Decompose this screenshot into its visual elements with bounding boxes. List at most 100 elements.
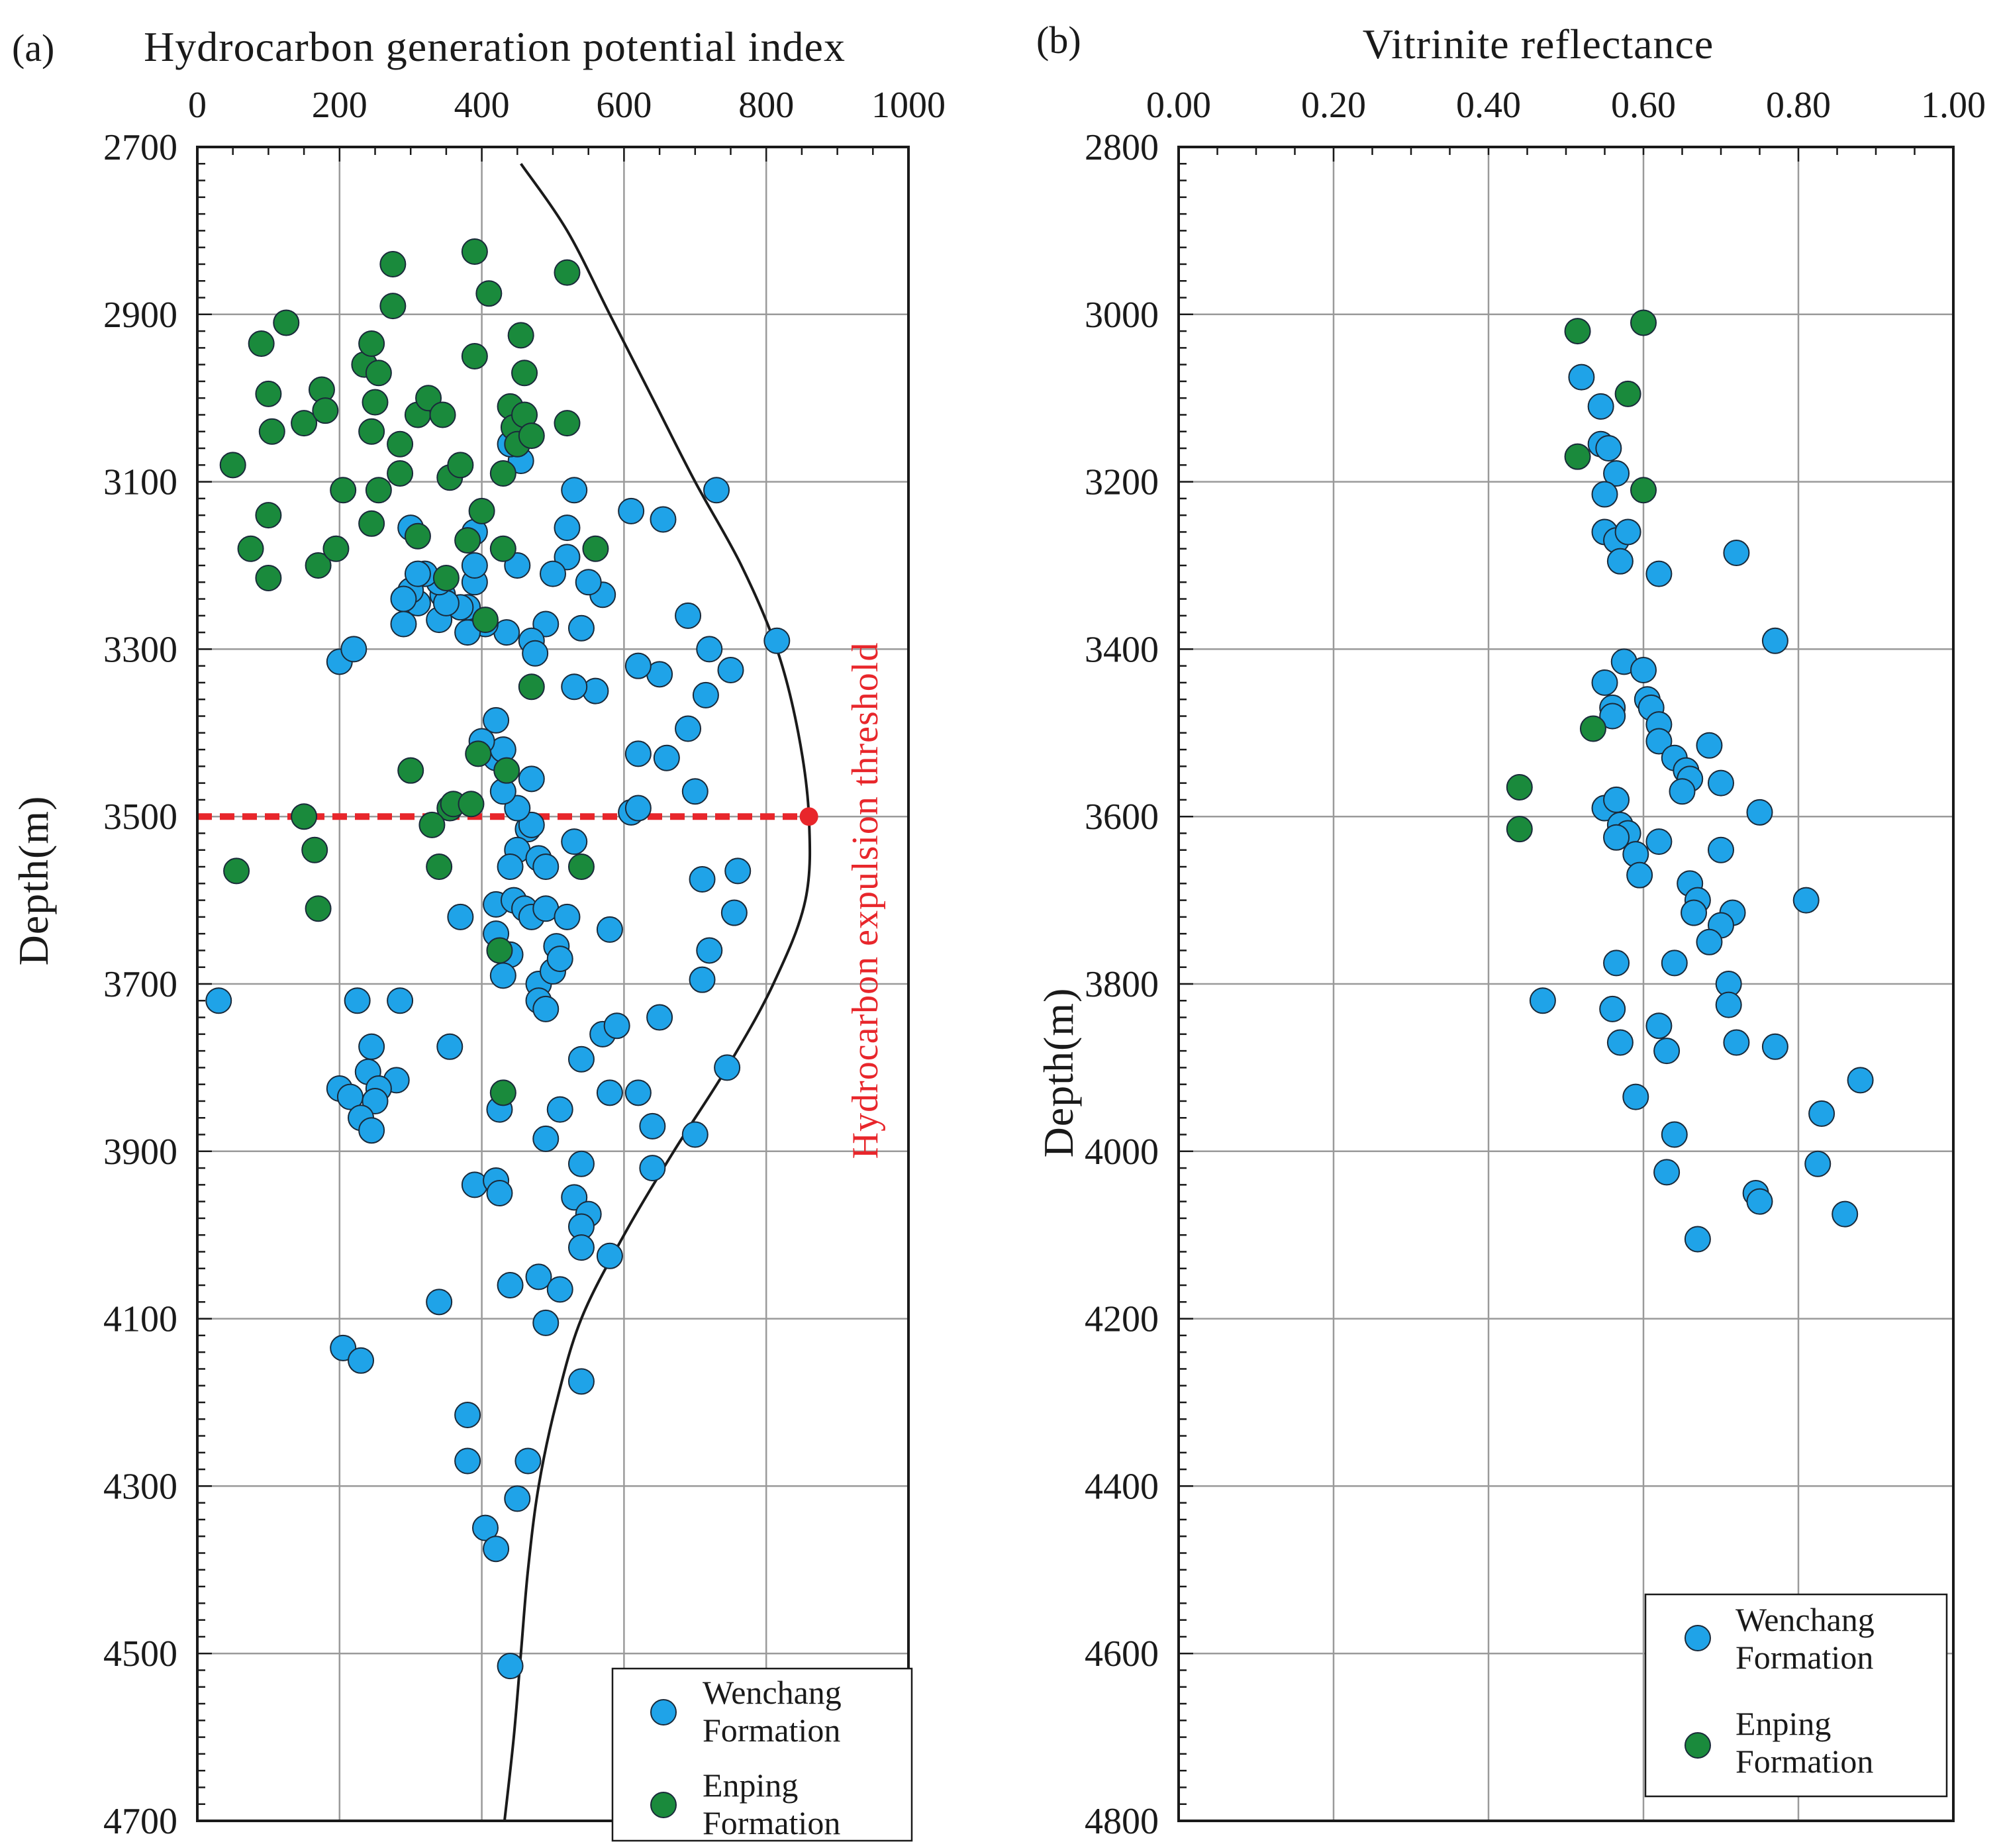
panel-a-y-tick-labels: 2700 2900 3100 3300 3500 3700 3900 4100 4300 4500…	[103, 127, 177, 1842]
wenchang-point	[1591, 481, 1618, 508]
panel-b-y-axis-title: Depth(m)	[1035, 988, 1082, 1158]
panel-b-label: (b)	[1036, 19, 1081, 62]
enping-point	[461, 343, 488, 369]
wenchang-point	[561, 828, 588, 855]
x-tick-label: 800	[738, 85, 794, 126]
enping-point	[322, 535, 350, 562]
wenchang-point	[554, 903, 581, 930]
enping-point	[1630, 477, 1657, 504]
wenchang-point	[1603, 949, 1630, 977]
wenchang-point	[532, 853, 560, 881]
threshold-end-marker	[799, 807, 818, 826]
wenchang-point	[1792, 887, 1820, 914]
wenchang-point	[1626, 861, 1653, 889]
enping-point	[358, 418, 385, 445]
wenchang-point	[340, 636, 367, 663]
y-tick-label: 3800	[1085, 964, 1159, 1005]
wenchang-point	[436, 1033, 464, 1060]
wenchang-point	[561, 477, 588, 504]
legend-marker-enping	[1685, 1732, 1711, 1759]
wenchang-point	[1761, 1033, 1788, 1060]
legend-label-enping-line2: Formation	[703, 1804, 840, 1841]
panel-a: (a) Hydrocarbon generation potential ind…	[10, 23, 946, 1842]
wenchang-point	[546, 1096, 573, 1123]
wenchang-point	[624, 795, 652, 822]
wenchang-point	[1715, 991, 1742, 1018]
y-tick-label: 3500	[103, 797, 177, 838]
enping-point	[554, 259, 581, 286]
y-tick-label: 4100	[103, 1299, 177, 1340]
enping-point	[1579, 715, 1606, 742]
enping-point	[489, 1079, 516, 1106]
enping-point	[291, 803, 318, 830]
wenchang-point	[1653, 1159, 1681, 1186]
wenchang-point	[696, 937, 723, 964]
legend-label-wenchang-line2: Formation	[703, 1712, 840, 1749]
panel-a-x-axis-title: Hydrocarbon generation potential index	[144, 23, 846, 70]
panel-a-plot-frame	[196, 146, 910, 1822]
y-tick-label: 3900	[103, 1132, 177, 1173]
enping-point	[418, 811, 446, 838]
wenchang-point	[624, 740, 652, 767]
wenchang-point	[1681, 899, 1708, 926]
enping-point	[489, 460, 516, 487]
wenchang-point	[1804, 1150, 1832, 1177]
y-tick-label: 2900	[103, 295, 177, 336]
wenchang-point	[205, 987, 232, 1014]
y-tick-label: 4400	[1085, 1466, 1159, 1507]
enping-point	[518, 422, 545, 450]
wenchang-point	[717, 657, 744, 683]
enping-point	[489, 535, 516, 562]
wenchang-point	[596, 1242, 623, 1269]
wenchang-point	[518, 765, 545, 793]
y-tick-label: 2800	[1085, 127, 1159, 168]
wenchang-point	[358, 1033, 385, 1060]
y-tick-label: 4200	[1085, 1299, 1159, 1340]
panel-b: (b) Vitrinite reflectance Depth(m) 0.00 0…	[1035, 19, 1986, 1842]
enping-point	[1506, 773, 1533, 801]
wenchang-point	[1746, 1188, 1773, 1215]
wenchang-point	[1529, 987, 1556, 1014]
wenchang-point	[1614, 518, 1641, 546]
wenchang-point	[348, 1347, 375, 1374]
panel-b-points	[1506, 309, 1874, 1253]
enping-point	[379, 293, 407, 320]
wenchang-point	[714, 1054, 741, 1081]
wenchang-point	[504, 1485, 531, 1512]
legend-label-enping-line1: Enping	[703, 1767, 798, 1804]
wenchang-point	[1684, 1226, 1711, 1253]
enping-point	[258, 418, 285, 445]
enping-point	[397, 757, 424, 784]
wenchang-point	[1696, 928, 1723, 955]
enping-point	[330, 477, 357, 504]
wenchang-point	[720, 899, 748, 926]
enping-point	[461, 238, 488, 265]
enping-point	[1614, 380, 1641, 407]
wenchang-point	[546, 1276, 573, 1303]
wenchang-point	[1661, 1121, 1688, 1148]
wenchang-point	[1808, 1100, 1835, 1127]
enping-point	[305, 895, 332, 922]
wenchang-point	[1661, 949, 1688, 977]
legend-label-wenchang-line2: Formation	[1735, 1639, 1873, 1676]
wenchang-point	[675, 602, 702, 629]
enping-point	[379, 250, 407, 277]
panel-b-legend: Wenchang Formation Enping Formation	[1644, 1593, 1948, 1798]
wenchang-point	[546, 946, 573, 973]
wenchang-point	[575, 569, 602, 596]
enping-point	[255, 380, 282, 407]
wenchang-point	[540, 560, 566, 587]
wenchang-point	[1606, 1029, 1634, 1056]
wenchang-point	[1696, 732, 1723, 759]
wenchang-point	[1603, 786, 1630, 813]
panel-a-points	[205, 238, 791, 1680]
wenchang-point	[514, 1447, 542, 1475]
wenchang-point	[1587, 393, 1614, 420]
wenchang-point	[454, 1447, 481, 1475]
wenchang-point	[489, 962, 516, 989]
wenchang-point	[1595, 435, 1622, 462]
x-tick-label: 200	[312, 85, 367, 126]
enping-point	[255, 502, 282, 529]
wenchang-point	[596, 916, 623, 943]
